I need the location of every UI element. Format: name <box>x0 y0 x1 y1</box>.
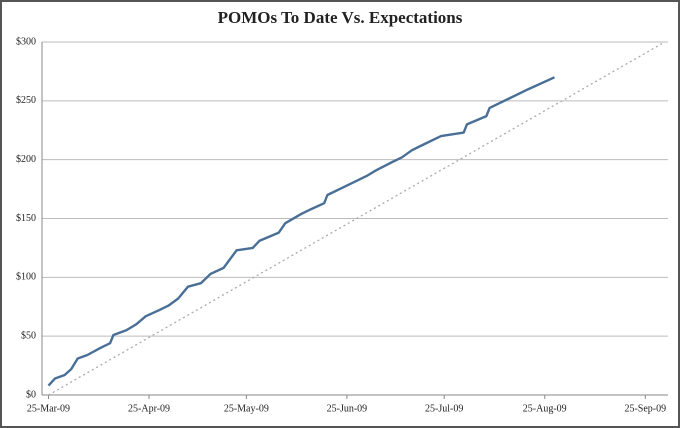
x-tick-label: 25-Apr-09 <box>128 403 170 414</box>
x-tick-label: 25-Aug-09 <box>523 403 567 414</box>
y-tick-label: $250 <box>16 95 36 106</box>
y-tick-label: $50 <box>21 330 36 341</box>
x-tick-label: 25-Sep-09 <box>624 403 666 414</box>
y-tick-label: $100 <box>16 272 36 283</box>
y-tick-label: $300 <box>16 36 36 47</box>
x-tick-label: 25-May-09 <box>224 403 269 414</box>
series-line <box>48 41 666 396</box>
x-tick-label: 25-Jun-09 <box>327 403 368 414</box>
y-tick-label: $150 <box>16 213 36 224</box>
x-tick-label: 25-Jul-09 <box>425 403 463 414</box>
series-line <box>47 76 555 387</box>
y-tick-label: $0 <box>26 389 36 400</box>
x-tick-label: 25-Mar-09 <box>27 403 70 414</box>
chart-title: POMOs To Date Vs. Expectations <box>218 8 463 27</box>
y-tick-label: $200 <box>16 154 36 165</box>
